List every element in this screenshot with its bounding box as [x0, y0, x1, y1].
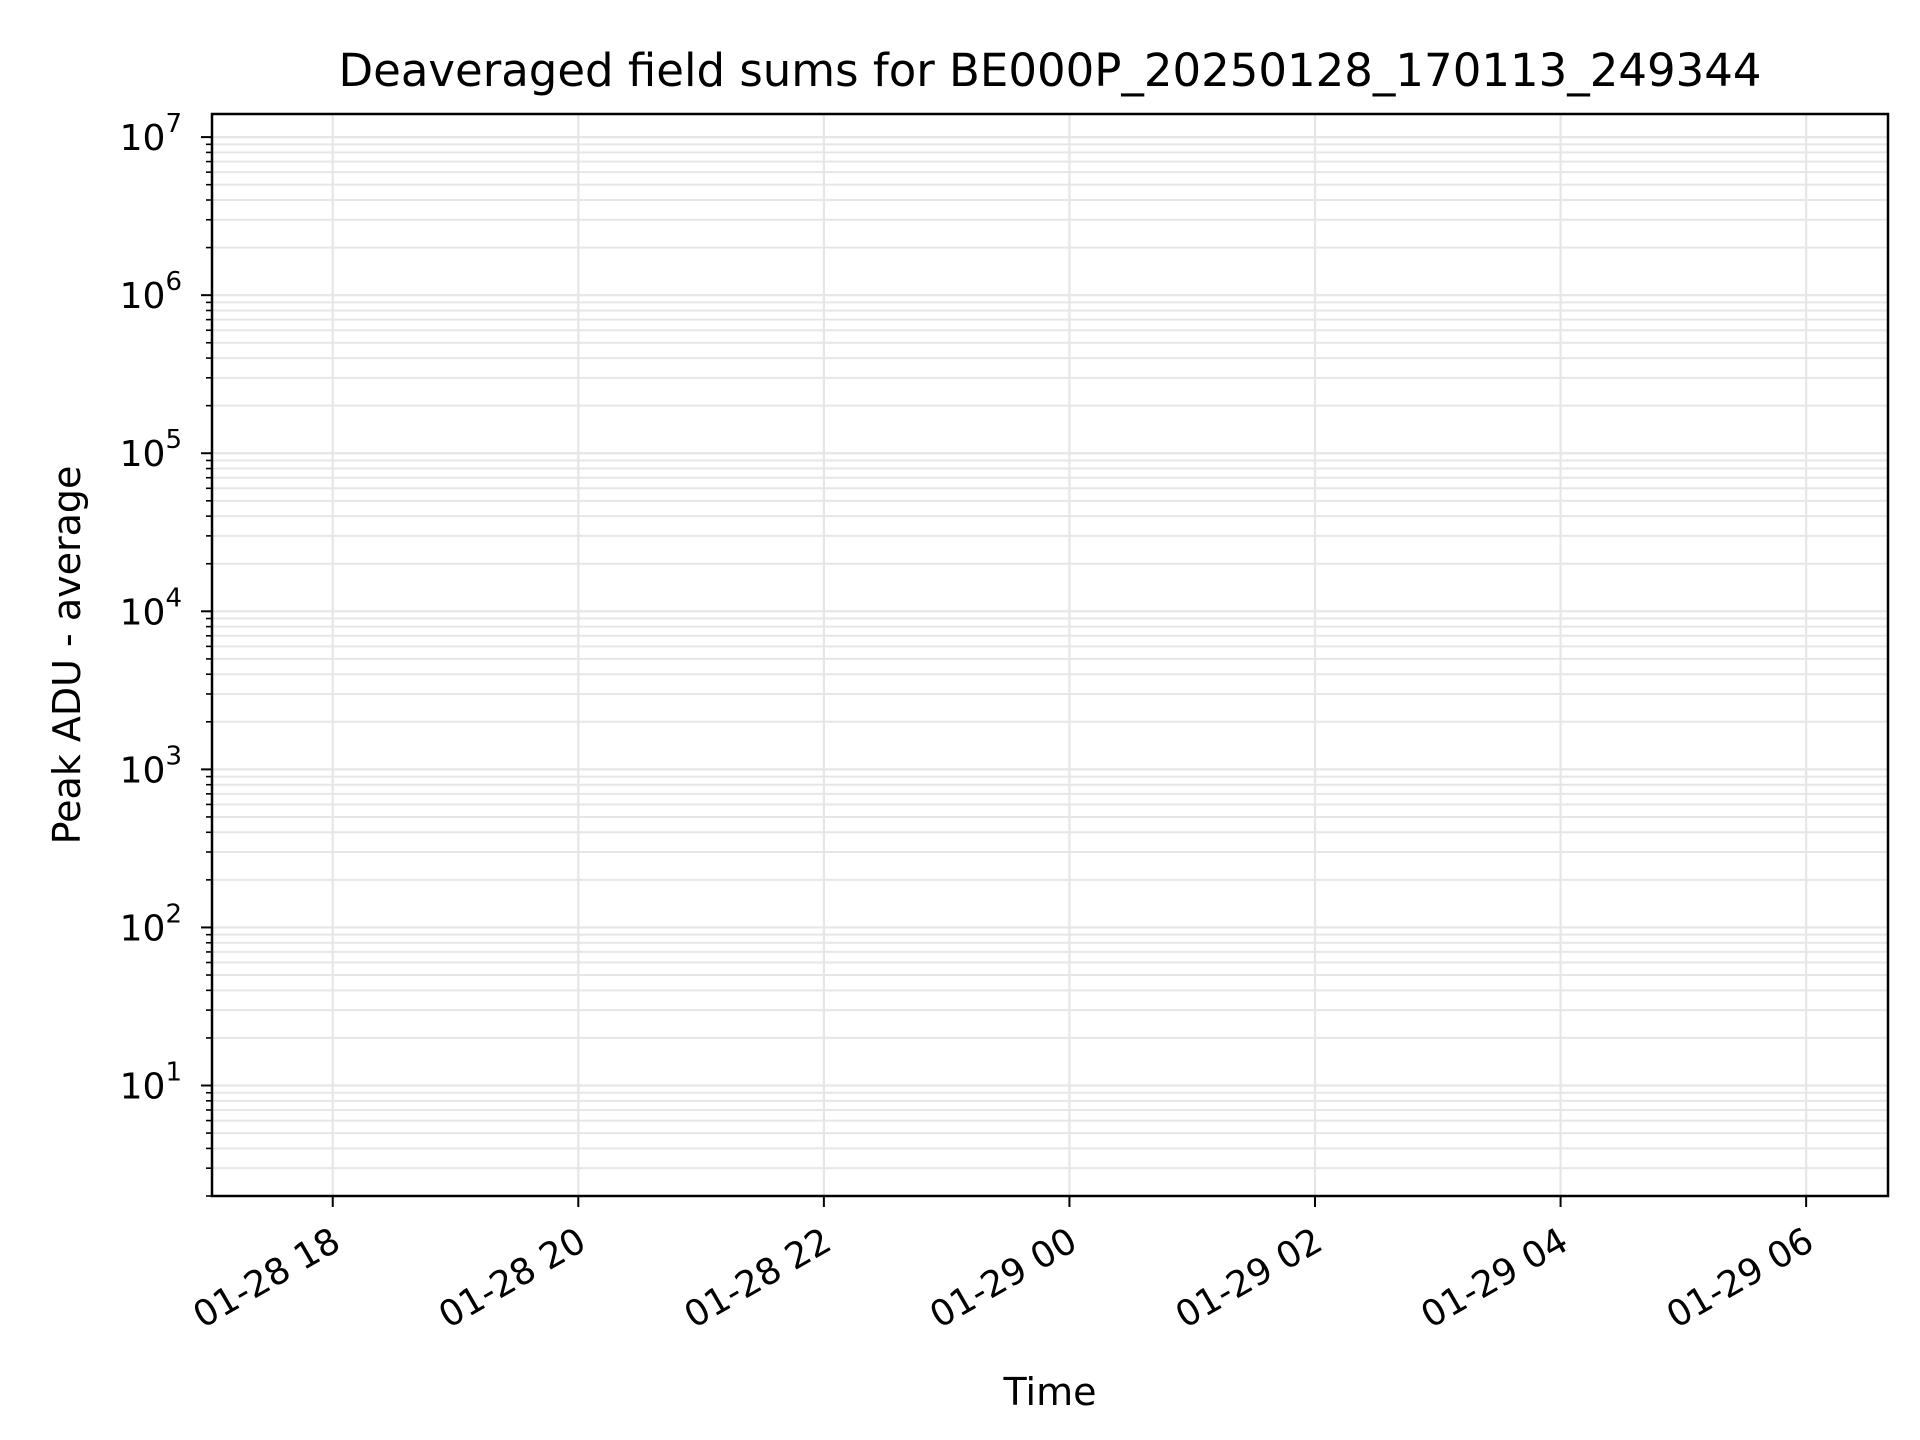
y-tick-label: 105 — [120, 425, 182, 475]
y-axis-label: Peak ADU - average — [45, 466, 89, 845]
y-tick-label-base: 10 — [120, 1067, 166, 1108]
y-tick-label-base: 10 — [120, 592, 166, 633]
y-tick-label-base: 10 — [120, 276, 166, 317]
y-tick-label: 106 — [120, 267, 182, 317]
x-axis-label: Time — [1003, 1370, 1097, 1414]
y-tick-label: 101 — [120, 1058, 182, 1108]
y-tick-label-base: 10 — [120, 434, 166, 475]
chart-title: Deaveraged field sums for BE000P_2025012… — [339, 44, 1762, 97]
y-tick-label-exponent: 6 — [165, 267, 182, 297]
y-tick-label-exponent: 5 — [165, 425, 182, 455]
y-tick-label: 102 — [120, 899, 182, 949]
y-tick-label: 107 — [120, 109, 182, 159]
y-tick-label: 104 — [120, 583, 182, 633]
grid — [212, 114, 1888, 1197]
y-tick-label: 103 — [120, 741, 182, 791]
y-tick-label-exponent: 2 — [165, 899, 182, 929]
y-tick-label-exponent: 1 — [165, 1058, 182, 1088]
y-tick-label-exponent: 7 — [165, 109, 182, 139]
y-tick-label-base: 10 — [120, 118, 166, 159]
plot-frame — [210, 112, 1890, 1198]
y-tick-label-exponent: 4 — [165, 583, 182, 613]
y-tick-label-base: 10 — [120, 908, 166, 949]
y-tick-label-base: 10 — [120, 750, 166, 791]
y-tick-label-exponent: 3 — [165, 741, 182, 771]
